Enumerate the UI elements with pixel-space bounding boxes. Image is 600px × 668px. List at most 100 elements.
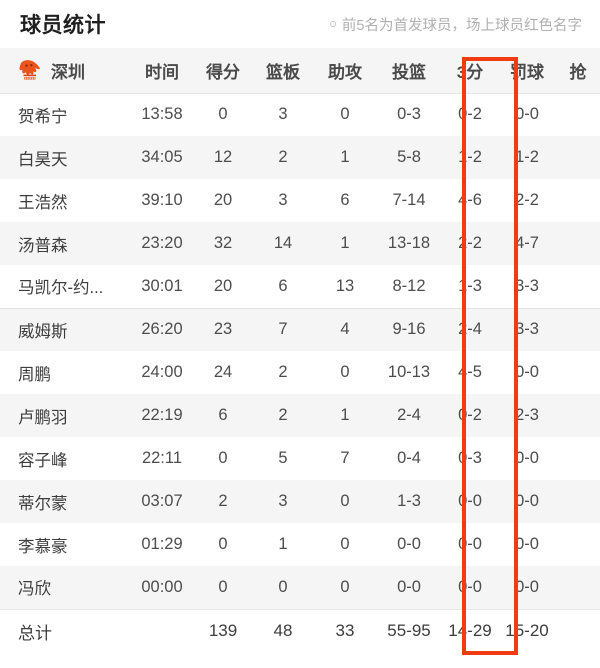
table-row[interactable]: 马凯尔-约... 30:01 20 6 13 8-12 1-3 3-3 [0,265,600,309]
player-steals [556,523,600,566]
table-row[interactable]: 白昊天 34:05 12 2 1 5-8 1-2 1-2 [0,136,600,179]
column-header-steals[interactable]: 抢 [556,48,600,94]
player-steals [556,93,600,136]
column-header-rebounds[interactable]: 篮板 [252,48,314,94]
table-row[interactable]: 贺希宁 13:58 0 3 0 0-3 0-2 0-0 [0,93,600,136]
player-fieldgoals: 0-4 [397,449,421,467]
player-name[interactable]: 贺希宁 [18,107,68,126]
total-rebounds: 48 [252,608,314,653]
table-row[interactable]: 蒂尔蒙 03:07 2 3 0 1-3 0-0 0-0 [0,480,600,523]
small-circle-bullet-icon [329,21,336,27]
total-threepoint: 14-29 [442,608,498,653]
player-rebounds: 6 [252,265,314,309]
player-points: 32 [213,234,233,252]
player-name[interactable]: 白昊天 [18,150,68,169]
table-row[interactable]: 李慕豪 01:29 0 1 0 0-0 0-0 0-0 [0,523,600,566]
player-name[interactable]: 蒂尔蒙 [18,494,68,513]
total-freethrow: 15-20 [498,608,556,653]
table-row[interactable]: 容子峰 22:11 0 5 7 0-4 0-3 0-0 [0,437,600,480]
player-points: 20 [194,265,252,309]
player-assists: 13 [314,265,376,309]
player-minutes: 24:00 [141,363,183,381]
team-name-label: 深圳 [51,62,85,82]
table-row[interactable]: 王浩然 39:10 20 3 6 7-14 4-6 2-2 [0,179,600,222]
column-header-assists[interactable]: 助攻 [314,48,376,94]
player-minutes: 26:20 [141,320,183,339]
player-threepoint: 4-5 [458,363,482,381]
player-points: 0 [218,535,228,553]
player-name[interactable]: 威姆斯 [18,322,68,341]
column-header-fieldgoals[interactable]: 投篮 [376,48,442,94]
column-header-threepoint[interactable]: 3分 [442,48,498,94]
player-assists: 1 [340,148,350,166]
player-rebounds: 2 [278,363,288,381]
player-fieldgoals: 0-0 [397,577,421,596]
player-name[interactable]: 王浩然 [18,193,68,212]
player-points: 2 [218,492,228,510]
player-rebounds: 2 [278,406,288,424]
player-rebounds: 3 [278,191,288,209]
player-freethrow: 0-0 [515,363,539,381]
player-name[interactable]: 容子峰 [18,451,68,470]
player-fieldgoals: 9-16 [392,320,426,339]
player-freethrow: 2-2 [515,191,539,209]
player-steals [556,222,600,265]
player-minutes: 23:20 [141,234,183,252]
player-minutes: 01:29 [141,535,183,553]
player-points: 24 [213,363,233,381]
total-assists: 33 [314,608,376,653]
total-steals [556,608,600,653]
player-name[interactable]: 汤普森 [18,236,68,255]
total-points: 139 [194,608,252,653]
player-threepoint: 0-2 [458,406,482,424]
player-steals [556,394,600,437]
player-points: 6 [218,406,228,424]
player-steals [556,566,600,609]
column-header-team[interactable]: 深圳 [0,48,130,94]
player-steals [556,437,600,480]
player-threepoint: 2-2 [458,234,482,252]
player-freethrow: 2-3 [515,406,539,424]
column-header-time[interactable]: 时间 [130,48,194,94]
player-minutes: 30:01 [130,265,194,309]
player-name[interactable]: 李慕豪 [18,537,68,556]
column-header-points[interactable]: 得分 [194,48,252,94]
player-assists: 0 [340,577,350,596]
player-assists: 1 [340,406,350,424]
player-freethrow: 0-0 [515,577,539,596]
player-freethrow: 4-7 [515,234,539,252]
player-freethrow: 0-0 [515,492,539,510]
player-assists: 6 [340,191,350,209]
player-steals [556,179,600,222]
player-minutes: 00:00 [141,577,183,596]
player-name[interactable]: 马凯尔-约... [0,265,130,309]
column-header-freethrow[interactable]: 罚球 [498,48,556,94]
table-row[interactable]: 汤普森 23:20 32 14 1 13-18 2-2 4-7 [0,222,600,265]
table-row[interactable]: 周鹏 24:00 24 2 0 10-13 4-5 0-0 [0,351,600,394]
player-freethrow: 3-3 [498,265,556,309]
player-name[interactable]: 周鹏 [18,365,51,384]
header-note: 前5名为首发球员，场上球员红色名字 [329,14,586,35]
player-threepoint: 1-3 [442,265,498,309]
player-fieldgoals: 2-4 [397,406,421,424]
player-freethrow: 1-2 [515,148,539,166]
player-assists: 0 [340,363,350,381]
player-assists: 1 [340,234,350,252]
table-row[interactable]: 威姆斯 26:20 23 7 4 9-16 2-4 3-3 [0,308,600,351]
player-steals [556,265,600,309]
player-name[interactable]: 卢鹏羽 [18,408,68,427]
player-points: 0 [218,577,228,596]
player-fieldgoals: 1-3 [397,492,421,510]
player-steals [556,480,600,523]
player-rebounds: 3 [278,105,288,124]
player-threepoint: 1-2 [458,148,482,166]
player-threepoint: 2-4 [458,320,482,339]
player-assists: 4 [340,320,350,339]
player-fieldgoals: 10-13 [387,363,431,381]
player-threepoint: 4-6 [458,191,482,209]
player-minutes: 34:05 [141,148,183,166]
table-row[interactable]: 冯欣 00:00 0 0 0 0-0 0-0 0-0 [0,566,600,609]
table-row[interactable]: 卢鹏羽 22:19 6 2 1 2-4 0-2 2-3 [0,394,600,437]
player-name[interactable]: 冯欣 [18,580,51,599]
player-assists: 0 [340,105,350,124]
